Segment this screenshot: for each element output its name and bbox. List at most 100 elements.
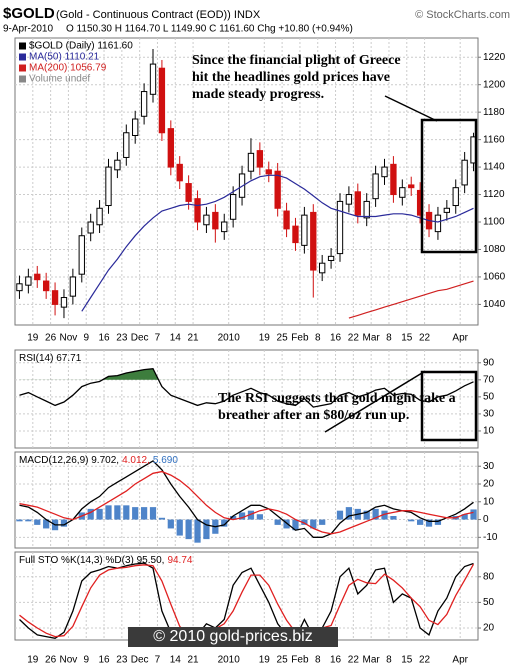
candle-body: [229, 194, 237, 220]
candle-body: [354, 191, 361, 216]
annotations: [324, 95, 478, 442]
histogram-bar: [461, 514, 468, 520]
legend-entry: $GOLD (Daily) 1161.60: [29, 41, 133, 52]
y-tick-label: 1060: [483, 272, 506, 283]
series-line: [19, 563, 475, 638]
histogram-bar: [247, 510, 255, 520]
source: © StockCharts.com: [415, 9, 510, 21]
y-tick-label: 1180: [483, 107, 505, 118]
candle-body: [140, 91, 148, 117]
x-tick-label: 8: [386, 333, 392, 344]
x-tick-label: Apr: [452, 655, 468, 666]
legend-swatch: [19, 42, 26, 50]
candle-body: [96, 207, 103, 226]
x-tick-label: 8: [386, 655, 392, 666]
highlight-box: [420, 118, 478, 254]
candle-body: [194, 198, 201, 223]
y-tick-label: 1080: [483, 244, 506, 255]
histogram-bar: [292, 519, 299, 531]
histogram-bar: [87, 508, 94, 520]
candle-body: [408, 184, 415, 189]
candle-body: [292, 225, 299, 244]
histogram-bar: [434, 519, 442, 525]
y-tick-label: 30: [483, 461, 495, 472]
candle-body: [265, 169, 272, 175]
x-tick-label: 19: [27, 333, 39, 344]
histogram-bar: [310, 519, 317, 529]
x-tick-label: Mar: [363, 333, 381, 344]
x-tick-label: Mar: [363, 655, 381, 666]
histogram-bar: [43, 519, 50, 529]
y-tick-label: 1140: [483, 162, 505, 173]
legend-swatch: [19, 64, 26, 72]
candle-body: [461, 159, 468, 186]
x-tick-label: 25: [277, 655, 289, 666]
y-tick-label: 1220: [483, 52, 506, 63]
x-tick-label: 22: [419, 655, 431, 666]
histogram-bar: [470, 509, 477, 520]
legend: MACD(12,26,9) 9.702, 4.012, 5.690: [19, 455, 178, 466]
legend-entry: MA(200) 1056.79: [29, 63, 107, 74]
candle-body: [25, 276, 32, 286]
x-tick-label: 16: [98, 333, 110, 344]
candle-body: [51, 290, 59, 305]
candle-body: [105, 166, 112, 207]
series-line: [19, 562, 474, 640]
candle-body: [247, 152, 255, 172]
y-tick-label: 1100: [483, 217, 505, 228]
symbol: $GOLD: [3, 5, 55, 22]
x-tick-label: 2010: [218, 655, 241, 666]
legend-entry: 94.74: [167, 555, 192, 566]
histogram-bar: [417, 519, 424, 525]
candle-body: [399, 187, 406, 198]
x-tick-label: 19: [259, 655, 271, 666]
candle-body: [185, 183, 192, 202]
x-tick-label: Apr: [452, 333, 468, 344]
x-tick-label: 14: [170, 333, 182, 344]
candle-body: [34, 273, 41, 281]
histogram-bar: [274, 519, 281, 525]
x-tick-label: 7: [155, 655, 161, 666]
x-tick-label: 22: [348, 333, 360, 344]
x-tick-label: 9: [83, 333, 89, 344]
candle-body: [78, 235, 85, 275]
candle-body: [149, 63, 157, 95]
highlight-box: [420, 370, 478, 442]
candle-body: [390, 163, 397, 196]
x-tick-label: 21: [188, 655, 200, 666]
y-tick-label: 20: [483, 479, 495, 490]
histogram-bar: [114, 505, 121, 520]
histogram-bar: [381, 510, 388, 520]
x-tick-label: 19: [259, 333, 271, 344]
x-tick-label: 21: [188, 333, 200, 344]
x-tick-label: 19: [27, 655, 39, 666]
histogram-bar: [336, 510, 344, 520]
x-tick-label: 22: [419, 333, 431, 344]
x-tick-label: 16: [98, 655, 110, 666]
y-tick-label: 50: [483, 597, 495, 608]
legend-entry: MA(50) 1110.21: [29, 52, 100, 63]
histogram-bar: [25, 519, 32, 522]
candle-body: [176, 163, 183, 182]
x-tick-label: Dec: [131, 333, 149, 344]
histogram-bar: [34, 519, 41, 525]
chart-title: (Gold - Continuous Contract (EOD)) INDX: [56, 9, 261, 21]
plot-area: 1040106010801100112011401160118012001220…: [14, 37, 506, 666]
histogram-bar: [363, 510, 370, 520]
histogram-bar: [123, 505, 130, 520]
candle-body: [123, 132, 130, 158]
histogram-bar: [221, 519, 228, 527]
x-tick-label: 16: [330, 333, 342, 344]
annotation: The RSI suggests that gold might take a …: [218, 391, 456, 423]
x-tick-label: 8: [315, 333, 321, 344]
y-tick-label: 90: [483, 357, 495, 368]
candle-body: [87, 221, 94, 234]
candle-body: [452, 187, 459, 207]
x-tick-label: 2010: [218, 333, 241, 344]
candle-body: [363, 200, 370, 219]
histogram-bar: [16, 519, 23, 522]
y-tick-label: -10: [483, 532, 498, 543]
candle-body: [372, 173, 379, 200]
series-line: [19, 470, 474, 535]
